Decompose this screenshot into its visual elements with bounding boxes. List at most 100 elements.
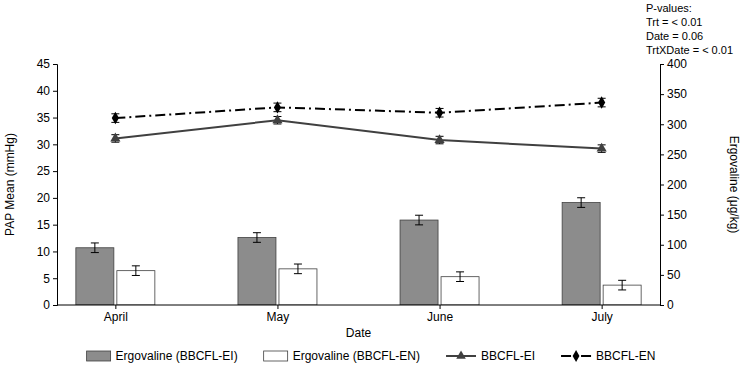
y2-axis-title: Ergovaline (μg/kg) <box>727 136 741 234</box>
bar <box>279 269 317 305</box>
legend-item: BBCFL-EI <box>446 349 535 363</box>
tick-mark <box>277 305 278 309</box>
axis: April May June July <box>57 305 660 324</box>
bar <box>238 238 276 305</box>
marker <box>274 101 281 113</box>
tick: 30 <box>37 138 57 152</box>
y-axis-title: PAP Mean (mmHg) <box>3 133 17 236</box>
tick-mark <box>660 305 664 306</box>
tick-mark <box>660 124 664 125</box>
tick-mark <box>660 64 664 65</box>
tick-label: 250 <box>667 148 687 162</box>
axis-line <box>53 65 58 306</box>
plot-marks <box>76 96 641 305</box>
annotation: TrtXDate = < 0.01 <box>646 44 733 56</box>
line <box>115 103 601 119</box>
tick-mark <box>660 245 664 246</box>
tick-label: July <box>591 310 612 324</box>
tick-label: June <box>427 310 453 324</box>
tick: 0 <box>43 298 57 312</box>
axis: 0 5 10 15 20 25 30 35 40 45 <box>37 57 58 312</box>
tick-mark <box>53 305 57 306</box>
axis-line <box>57 305 660 306</box>
annotation: Date = 0.06 <box>646 30 703 42</box>
marker <box>436 106 443 118</box>
tick-label: 300 <box>667 118 687 132</box>
error-bar <box>91 243 99 253</box>
tick: June <box>427 305 453 324</box>
legend-item: BBCFL-EN <box>561 349 655 363</box>
tick-mark <box>53 118 57 119</box>
tick-label: 5 <box>43 272 50 286</box>
error-bar <box>253 233 261 243</box>
tick: 20 <box>37 191 57 205</box>
tick-label: 100 <box>667 238 687 252</box>
axis-line <box>661 65 665 306</box>
bar <box>400 220 438 305</box>
tick: 45 <box>37 57 57 71</box>
tick-mark <box>660 94 664 95</box>
annotation: P-values: <box>646 2 692 14</box>
tick: May <box>267 305 290 324</box>
tick: 40 <box>37 84 57 98</box>
tick: 200 <box>660 178 687 192</box>
error-bar <box>577 198 585 208</box>
annotation: Trt = < 0.01 <box>646 16 702 28</box>
tick-mark <box>53 91 57 92</box>
tick-label: May <box>267 310 290 324</box>
tick-label: 150 <box>667 208 687 222</box>
tick: 150 <box>660 208 687 222</box>
line <box>115 120 601 148</box>
tick-label: 20 <box>37 191 51 205</box>
error-bar <box>294 264 302 274</box>
legend-swatch <box>264 351 288 361</box>
tick: 250 <box>660 148 687 162</box>
tick-mark <box>53 144 57 145</box>
tick-mark <box>53 278 57 279</box>
axis: 050100150200250300350400 <box>660 57 687 312</box>
tick-label: 0 <box>43 298 50 312</box>
tick-mark <box>660 154 664 155</box>
legend-marker <box>456 350 466 358</box>
tick-label: 15 <box>37 218 51 232</box>
legend-marker <box>573 350 580 362</box>
bar <box>562 203 600 305</box>
tick: 300 <box>660 118 687 132</box>
error-bar <box>132 266 140 276</box>
tick-mark <box>440 305 441 309</box>
tick: 50 <box>660 268 681 282</box>
tick-label: 25 <box>37 164 51 178</box>
tick: April <box>104 305 128 324</box>
tick: 400 <box>660 57 687 71</box>
tick-label: 350 <box>667 87 687 101</box>
tick: 35 <box>37 111 57 125</box>
legend-label: Ergovaline (BBCFL-EN) <box>293 349 420 363</box>
legend-label: Ergovaline (BBCFL-EI) <box>116 349 238 363</box>
tick-mark <box>53 171 57 172</box>
tick-label: 50 <box>667 268 681 282</box>
tick-mark <box>660 275 664 276</box>
marker <box>112 112 119 124</box>
tick-label: 40 <box>37 84 51 98</box>
legend-swatch <box>87 351 111 361</box>
tick-mark <box>660 215 664 216</box>
tick-mark <box>53 64 57 65</box>
tick-mark <box>660 185 664 186</box>
tick-label: 400 <box>667 57 687 71</box>
chart: AprilMayJuneJuly051015202530354045050100… <box>0 0 742 372</box>
legend-item: Ergovaline (BBCFL-EI) <box>87 349 238 363</box>
tick-mark <box>602 305 603 309</box>
tick-mark <box>115 305 116 309</box>
bar <box>76 248 114 305</box>
marker <box>598 96 605 108</box>
marker <box>110 133 120 142</box>
tick-label: 35 <box>37 111 51 125</box>
error-bar <box>456 272 464 282</box>
tick: 25 <box>37 164 57 178</box>
tick: July <box>591 305 612 324</box>
marker <box>272 114 282 123</box>
error-bar <box>618 280 626 290</box>
tick: 100 <box>660 238 687 252</box>
tick-label: 10 <box>37 245 51 259</box>
tick: 15 <box>37 218 57 232</box>
